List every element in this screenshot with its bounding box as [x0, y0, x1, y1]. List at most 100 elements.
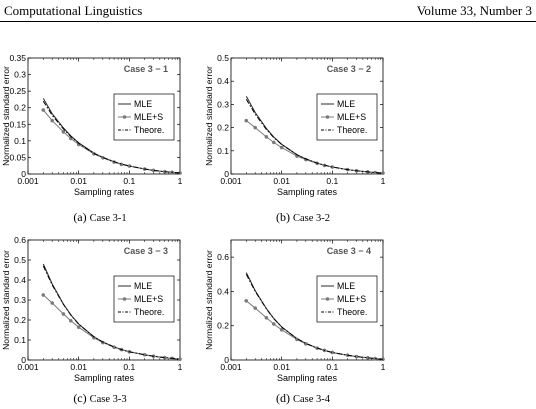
chart-panel-case-3-3: 0 0.1 0.2 0.3 0.4 0.5 0.6 0.001 0.01 0.1 1 Sampling… — [0, 229, 200, 406]
caption-label: (c) — [73, 391, 87, 405]
caption-text: Case 3-2 — [292, 213, 331, 224]
legend-label: MLE — [337, 99, 355, 109]
y-tick-label: 0.6 — [217, 252, 229, 262]
series-point-mle-s — [50, 118, 55, 123]
series-point-mle-s — [244, 299, 249, 303]
y-tick-label: 0.15 — [9, 119, 26, 129]
series-line-theore — [42, 100, 181, 174]
series-point-mle-s — [271, 140, 276, 145]
series-point-mle-s — [76, 325, 81, 330]
x-tick-label: 1 — [178, 362, 183, 372]
figure-caption: (a) Case 3-1 — [0, 210, 200, 225]
chart-svg: 0 0.1 0.2 0.3 0.4 0.5 0.001 0.01 0.1 1 Sampling ra… — [204, 53, 386, 197]
y-tick-label: 0 — [224, 169, 229, 179]
legend-label: MLE+S — [134, 294, 163, 304]
series-line-theore — [42, 265, 181, 360]
y-tick-label: 0.2 — [14, 103, 26, 113]
x-tick-label: 0.01 — [273, 362, 290, 372]
x-tick-label: 0.01 — [70, 362, 87, 372]
y-tick-label: 0 — [224, 355, 229, 365]
caption-label: (b) — [275, 210, 290, 224]
legend-label: Theore. — [134, 307, 164, 317]
y-tick-label: 0.2 — [217, 123, 229, 133]
x-tick-label: 0.001 — [17, 362, 39, 372]
y-tick-label: 0.1 — [14, 136, 26, 146]
x-axis-label: Sampling rates — [277, 187, 338, 197]
y-axis-label: Normalized standard error — [1, 66, 11, 166]
x-tick-label: 0.01 — [273, 176, 290, 186]
y-tick-label: 0.6 — [14, 235, 26, 245]
series-line-theore — [245, 99, 384, 174]
journal-name: Computational Linguistics — [4, 3, 143, 18]
x-tick-label: 0.1 — [123, 362, 135, 372]
x-axis-label: Sampling rates — [74, 187, 135, 197]
y-tick-label: 0.1 — [14, 335, 26, 345]
figure-caption: (c) Case 3-3 — [0, 391, 200, 406]
y-tick-label: 0 — [21, 169, 26, 179]
x-tick-label: 1 — [381, 176, 386, 186]
legend-label: MLE — [337, 281, 355, 291]
chart-svg: 0 0.2 0.4 0.6 0.001 0.01 0.1 1 Sampling rates Nor… — [204, 239, 386, 383]
x-tick-label: 0.001 — [220, 362, 242, 372]
y-tick-label: 0.05 — [9, 152, 26, 162]
page-header: Computational Linguistics Volume 33, Num… — [0, 0, 536, 22]
series-point-mle-s — [264, 135, 269, 139]
y-tick-label: 0.3 — [217, 99, 229, 109]
legend-marker — [122, 297, 127, 301]
caption-label: (d) — [275, 391, 290, 405]
y-tick-label: 0.25 — [9, 86, 26, 96]
series-point-mle-s — [178, 357, 182, 362]
caption-text: Case 3-3 — [89, 394, 127, 405]
y-axis-label: Normalized standard error — [204, 250, 214, 350]
series-point-mle-s — [271, 322, 276, 326]
x-tick-label: 0.01 — [70, 176, 87, 186]
y-tick-label: 0.3 — [14, 295, 26, 305]
x-axis-label: Sampling rates — [74, 373, 135, 383]
chart-svg: 0 0.05 0.1 0.15 0.2 0.25 0.3 0.35 0.001 0.01 0.1 1 S… — [1, 53, 183, 197]
series-point-mle-s — [61, 130, 66, 134]
y-tick-label: 0.4 — [14, 275, 26, 285]
series-point-mle-s — [253, 125, 258, 130]
legend-label: MLE — [134, 99, 152, 109]
y-tick-label: 0.35 — [9, 53, 26, 63]
caption-label: (a) — [73, 210, 87, 224]
chart-panel-case-3-2: 0 0.1 0.2 0.3 0.4 0.5 0.001 0.01 0.1 1 Sampling ra… — [203, 42, 403, 224]
series-point-mle-s — [264, 315, 269, 320]
series-line-theore — [245, 274, 384, 360]
x-tick-label: 0.1 — [123, 176, 135, 186]
y-tick-label: 0 — [21, 355, 26, 365]
x-tick-label: 0.001 — [17, 176, 39, 186]
panel-title: Case 3 − 1 — [124, 64, 168, 74]
series-point-mle-s — [279, 327, 284, 332]
series-point-mle-s — [50, 301, 55, 305]
y-tick-label: 0.5 — [14, 255, 26, 265]
y-tick-label: 0.5 — [217, 53, 229, 63]
header-rule — [0, 21, 536, 22]
legend-label: MLE — [134, 281, 152, 291]
legend-label: Theore. — [337, 307, 367, 317]
y-tick-label: 0.4 — [217, 76, 229, 86]
y-tick-label: 0.2 — [14, 315, 26, 325]
series-point-mle-s — [41, 108, 46, 112]
y-tick-label: 0.4 — [217, 286, 229, 296]
y-tick-label: 0.1 — [217, 146, 229, 156]
y-tick-label: 0.3 — [14, 70, 26, 80]
figure-caption: (b) Case 3-2 — [203, 210, 403, 225]
panel-title: Case 3 − 2 — [327, 64, 371, 74]
series-point-mle-s — [253, 306, 258, 310]
y-axis-label: Normalized standard error — [204, 66, 214, 166]
panel-title: Case 3 − 3 — [124, 246, 168, 256]
legend-label: MLE+S — [337, 112, 366, 122]
y-tick-label: 0.2 — [217, 321, 229, 331]
series-point-mle-s — [279, 145, 284, 150]
x-tick-label: 1 — [381, 362, 386, 372]
x-axis-label: Sampling rates — [277, 373, 338, 383]
chart-panel-case-3-4: 0 0.2 0.4 0.6 0.001 0.01 0.1 1 Sampling rates Nor… — [203, 229, 403, 405]
volume-number: Volume 33, Number 3 — [416, 3, 532, 18]
series-point-mle-s — [41, 293, 46, 297]
legend-label: Theore. — [337, 125, 367, 135]
series-point-mle-s — [61, 312, 66, 316]
y-axis-label: Normalized standard error — [1, 250, 11, 350]
x-tick-label: 0.1 — [326, 176, 338, 186]
panel-title: Case 3 − 4 — [327, 246, 371, 256]
